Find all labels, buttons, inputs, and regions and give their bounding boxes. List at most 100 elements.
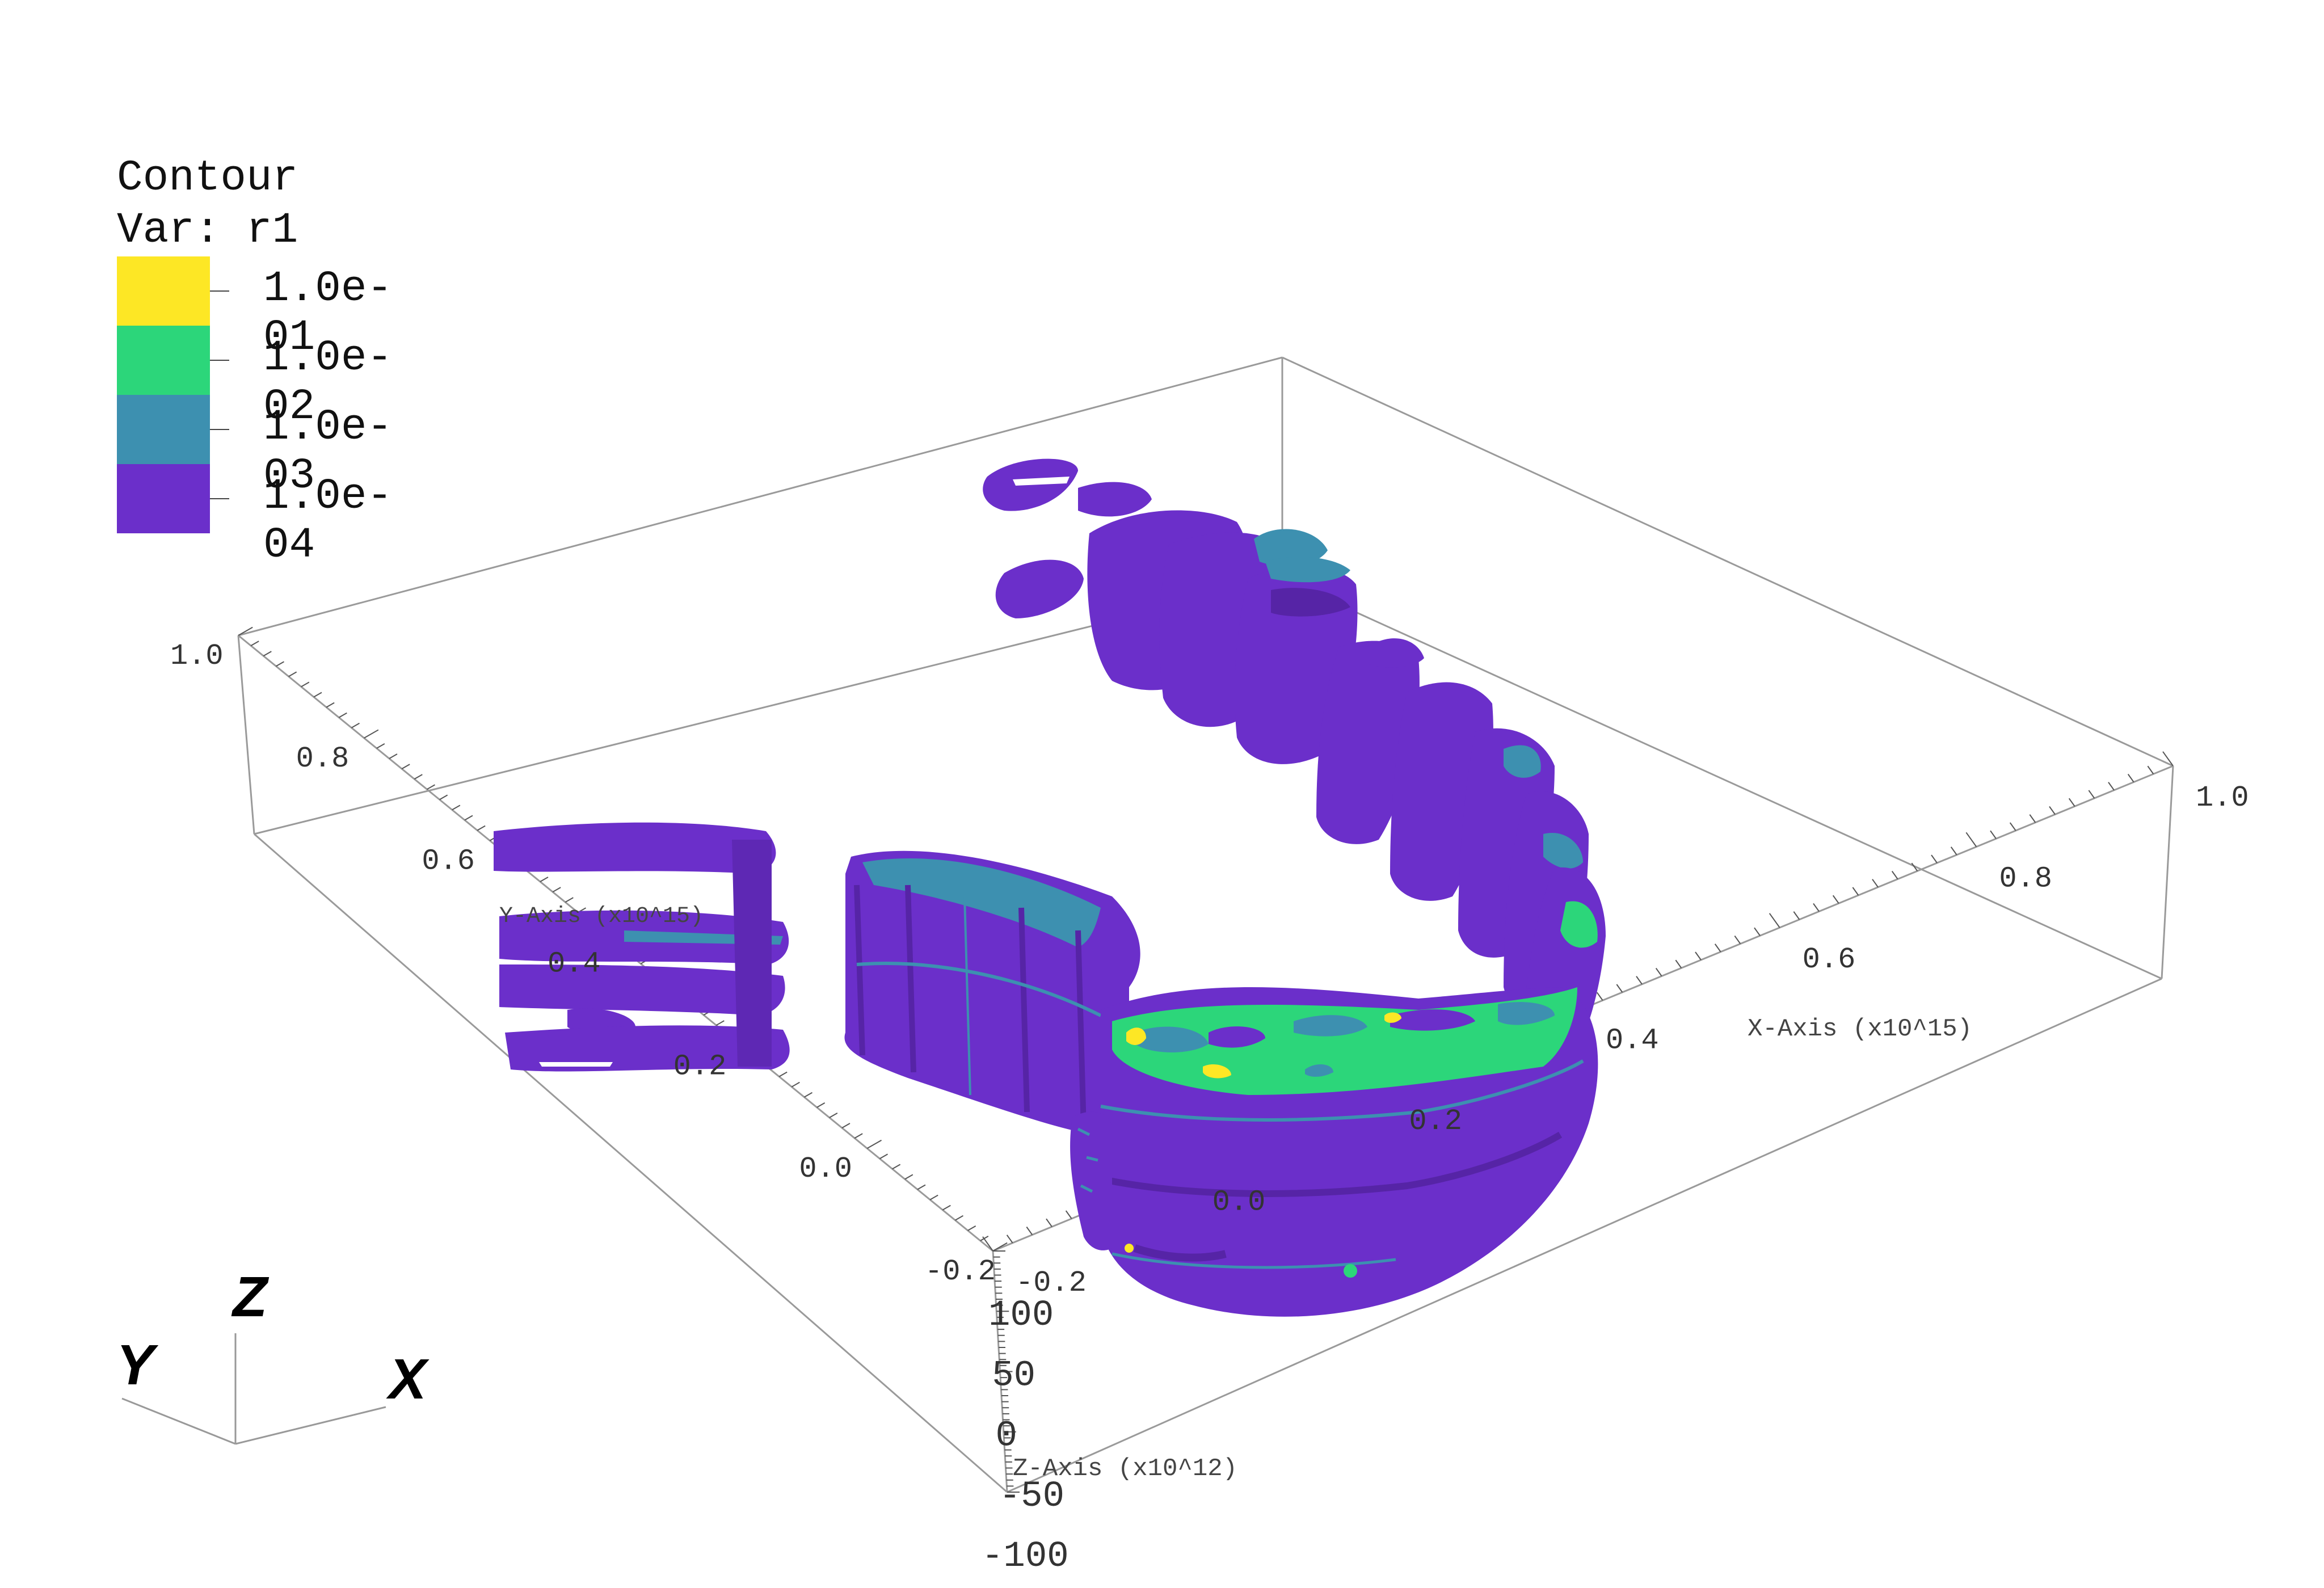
minor-tick (1675, 959, 1682, 968)
minor-tick (892, 1164, 901, 1170)
minor-tick (1596, 992, 1603, 1001)
minor-tick (1734, 935, 1741, 945)
minor-tick (540, 877, 549, 882)
isosurface-left-slab (494, 822, 790, 1072)
minor-tick (2108, 782, 2115, 791)
minor-tick (904, 1174, 913, 1180)
major-tick (992, 1242, 1008, 1252)
minor-tick (2068, 798, 2075, 807)
z-axis-ticks (993, 1250, 1020, 1493)
minor-tick (313, 692, 322, 698)
major-tick (1965, 832, 1977, 848)
minor-tick (1852, 887, 1859, 896)
minor-tick (791, 1081, 800, 1088)
triad-y-label: Y (116, 1333, 159, 1397)
minor-tick (1616, 984, 1623, 993)
y-tick-label: -0.2 (925, 1255, 996, 1288)
legend-level-2: 1.0e-03 (117, 395, 393, 500)
y-tick-label: 0.6 (422, 845, 475, 878)
legend-level-label: 1.0e-04 (263, 472, 393, 570)
x-tick-label: 0.4 (1606, 1024, 1659, 1058)
minor-tick (452, 804, 461, 811)
minor-tick (1714, 943, 1721, 953)
minor-tick (2009, 822, 2016, 831)
minor-tick (879, 1153, 888, 1160)
minor-tick (955, 1215, 963, 1221)
minor-tick (1891, 870, 1898, 880)
minor-tick (414, 774, 423, 780)
z-tick-label: -100 (982, 1536, 1069, 1577)
z-tick-label: 0 (996, 1416, 1017, 1457)
minor-tick (2127, 773, 2134, 783)
minor-tick (389, 753, 398, 759)
axis-triad: Z Y X (116, 1265, 430, 1445)
legend-tick (210, 429, 229, 430)
y-tick-label: 1.0 (170, 639, 224, 673)
x-tick-label: 0.0 (1212, 1186, 1266, 1219)
minor-tick (917, 1184, 926, 1190)
minor-tick (1754, 927, 1761, 936)
minor-tick (401, 764, 410, 769)
major-tick (982, 1236, 993, 1252)
minor-tick (841, 1123, 851, 1128)
minor-tick (715, 1020, 725, 1026)
triad-x-label: X (386, 1347, 430, 1411)
minor-tick (1950, 846, 1957, 856)
minor-tick (326, 702, 335, 708)
minor-tick (942, 1204, 951, 1211)
minor-tick (1872, 879, 1879, 888)
y-tick-label: 0.0 (799, 1152, 852, 1186)
legend-swatch (117, 256, 210, 326)
legend-swatch (117, 326, 210, 395)
triad-z-label: Z (231, 1265, 270, 1329)
legend-swatch (117, 395, 210, 464)
minor-tick (351, 722, 360, 728)
isosurface-curved-wall (844, 850, 1140, 1135)
isosurface-front-bowl (1070, 987, 1598, 1317)
minor-tick (477, 825, 486, 831)
minor-tick (1832, 895, 1839, 904)
major-tick (1769, 913, 1780, 928)
minor-tick (1931, 854, 1938, 863)
minor-tick (1065, 1210, 1072, 1219)
minor-tick (1813, 903, 1820, 912)
y-tick-label: 0.2 (673, 1050, 727, 1083)
minor-tick (464, 815, 473, 821)
minor-tick (2049, 806, 2056, 815)
minor-tick (829, 1113, 838, 1118)
legend-level-1: 1.0e-02 (117, 326, 393, 431)
minor-tick (1026, 1226, 1033, 1236)
major-tick (364, 729, 379, 739)
minor-tick (1636, 976, 1643, 985)
minor-tick (854, 1133, 863, 1139)
major-tick (866, 1139, 882, 1149)
minor-tick (1911, 862, 1918, 871)
y-axis-title: Y-Axis (x10^15) (499, 904, 704, 929)
y-tick-label: 0.4 (548, 947, 601, 981)
minor-tick (778, 1071, 788, 1077)
major-tick (238, 626, 253, 636)
minor-tick (1655, 967, 1662, 977)
minor-tick (804, 1092, 812, 1098)
minor-tick (301, 681, 310, 688)
minor-tick (1990, 830, 1997, 839)
x-tick-label: 0.8 (1999, 862, 2052, 896)
minor-tick (263, 651, 272, 657)
minor-tick (967, 1225, 976, 1231)
minor-tick (250, 641, 259, 646)
minor-tick (1793, 911, 1800, 920)
legend-level-label: 1.0e-02 (263, 334, 393, 431)
minor-tick (439, 794, 448, 801)
x-tick-label: -0.2 (1016, 1266, 1087, 1300)
minor-tick (276, 661, 284, 667)
legend-level-0: 1.0e-01 (117, 256, 393, 362)
legend-tick (210, 360, 229, 361)
legend-level-3: 1.0e-04 (117, 464, 393, 570)
z-axis-title: Z-Axis (x10^12) (1013, 1455, 1237, 1483)
minor-tick (2088, 790, 2095, 799)
minor-tick (288, 671, 297, 677)
minor-tick (565, 897, 574, 903)
legend-plot-name: Contour (117, 154, 298, 203)
minor-tick (338, 712, 347, 718)
legend-tick (210, 290, 229, 292)
